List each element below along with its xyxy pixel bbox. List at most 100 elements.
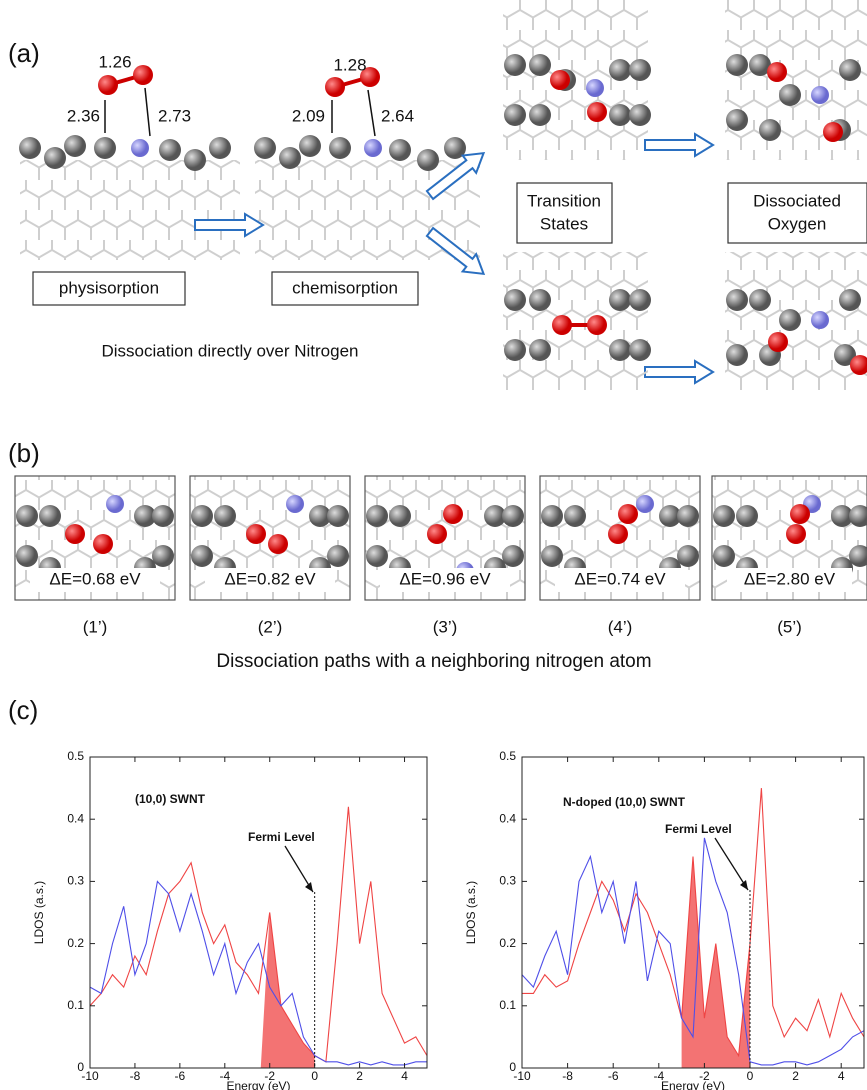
atom [93,534,113,554]
path-label: (5’) [777,617,802,636]
y-tick-label: 0.1 [499,998,516,1012]
atom [786,524,806,544]
atom [191,505,213,527]
x-tick-label: -8 [562,1069,573,1083]
energy-label: ΔE=0.68 eV [49,569,141,588]
data-line [90,881,427,1065]
path-label: (1’) [83,617,108,636]
x-tick-label: 2 [792,1069,799,1083]
y-tick-label: 0.4 [499,811,516,825]
atom [736,505,758,527]
atom [636,495,654,513]
path-label: (2’) [258,617,283,636]
y-axis-label: LDOS (a.s.) [32,881,46,944]
fermi-label: Fermi Level [248,830,315,844]
state-label: chemisorption [292,278,398,297]
path-label: (4’) [608,617,633,636]
state-label: Dissociated [753,191,841,210]
bond-label: 1.28 [333,55,366,74]
atom [366,545,388,567]
atom [502,545,524,567]
x-tick-label: -6 [608,1069,619,1083]
y-tick-label: 0.1 [67,998,84,1012]
frames: ΔE=0.68 eV (1’) ΔE=0.82 eV (2’) ΔE=0.96 eV (3… [15,476,867,636]
atom [16,545,38,567]
y-tick-label: 0.3 [67,874,84,888]
x-tick-label: -10 [513,1069,531,1083]
bond-label: 1.26 [98,52,131,71]
energy-label: ΔE=0.82 eV [224,569,316,588]
annotation: (10,0) SWNT [135,792,206,806]
x-tick-label: 4 [401,1069,408,1083]
atom [106,495,124,513]
panel-label: (c) [8,695,38,725]
atom [214,505,236,527]
atom [443,504,463,524]
caption: Dissociation directly over Nitrogen [102,341,359,360]
bond-label: 2.36 [67,106,100,125]
fermi-arrow [715,838,748,890]
atom [564,505,586,527]
fermi-label: Fermi Level [665,822,732,836]
state-label: physisorption [59,278,159,297]
atom [677,505,699,527]
atom [246,524,266,544]
x-tick-label: 4 [838,1069,845,1083]
bond-label: 2.73 [158,106,191,125]
x-tick-label: 0 [311,1069,318,1083]
caption: Dissociation paths with a neighboring ni… [216,651,651,672]
figure: (a) 1.26 2.36 2.73 1.28 2.09 2.64 physis… [0,0,867,1090]
y-tick-label: 0.4 [67,811,84,825]
panel-label: (b) [8,438,40,468]
atom [286,495,304,513]
atom [366,505,388,527]
y-tick-label: 0.2 [67,936,84,950]
x-axis-label: Energy (eV) [661,1079,725,1090]
atom [618,504,638,524]
x-tick-label: 2 [356,1069,363,1083]
x-tick-label: -10 [81,1069,99,1083]
panel-a: (a) 1.26 2.36 2.73 1.28 2.09 2.64 physis… [8,0,867,390]
y-tick-label: 0.5 [499,749,516,763]
atom [713,505,735,527]
y-tick-label: 0.3 [499,874,516,888]
panel-b: (b) ΔE=0.68 eV (1’) ΔE=0.82 eV (2’) ΔE=0.96 … [8,438,867,672]
state-label: States [540,214,588,233]
atom [541,505,563,527]
energy-label: ΔE=0.74 eV [574,569,666,588]
atom [16,505,38,527]
path-label: (3’) [433,617,458,636]
atom [327,545,349,567]
panel-label: (a) [8,38,40,68]
x-tick-label: 0 [747,1069,754,1083]
structure [503,252,648,390]
atom [790,504,810,524]
energy-label: ΔE=0.96 eV [399,569,491,588]
bond-label: 2.64 [381,106,414,125]
bond-label: 2.09 [292,106,325,125]
atom [677,545,699,567]
atom [152,545,174,567]
atom [713,545,735,567]
x-tick-label: -8 [130,1069,141,1083]
y-tick-label: 0.5 [67,749,84,763]
shaded-area [682,857,750,1068]
data-line [90,807,427,1062]
state-label: Transition [527,191,601,210]
energy-label: ΔE=2.80 eV [744,569,836,588]
atom [502,505,524,527]
arrow-head [305,882,313,892]
atom [427,524,447,544]
arrow-head [740,880,748,890]
atom [541,545,563,567]
lattice [20,160,240,260]
atom [39,505,61,527]
y-axis-label: LDOS (a.s.) [464,881,478,944]
state-label: Oxygen [768,214,827,233]
atom [389,505,411,527]
atom [65,524,85,544]
x-tick-label: -6 [175,1069,186,1083]
atom [152,505,174,527]
atom [268,534,288,554]
